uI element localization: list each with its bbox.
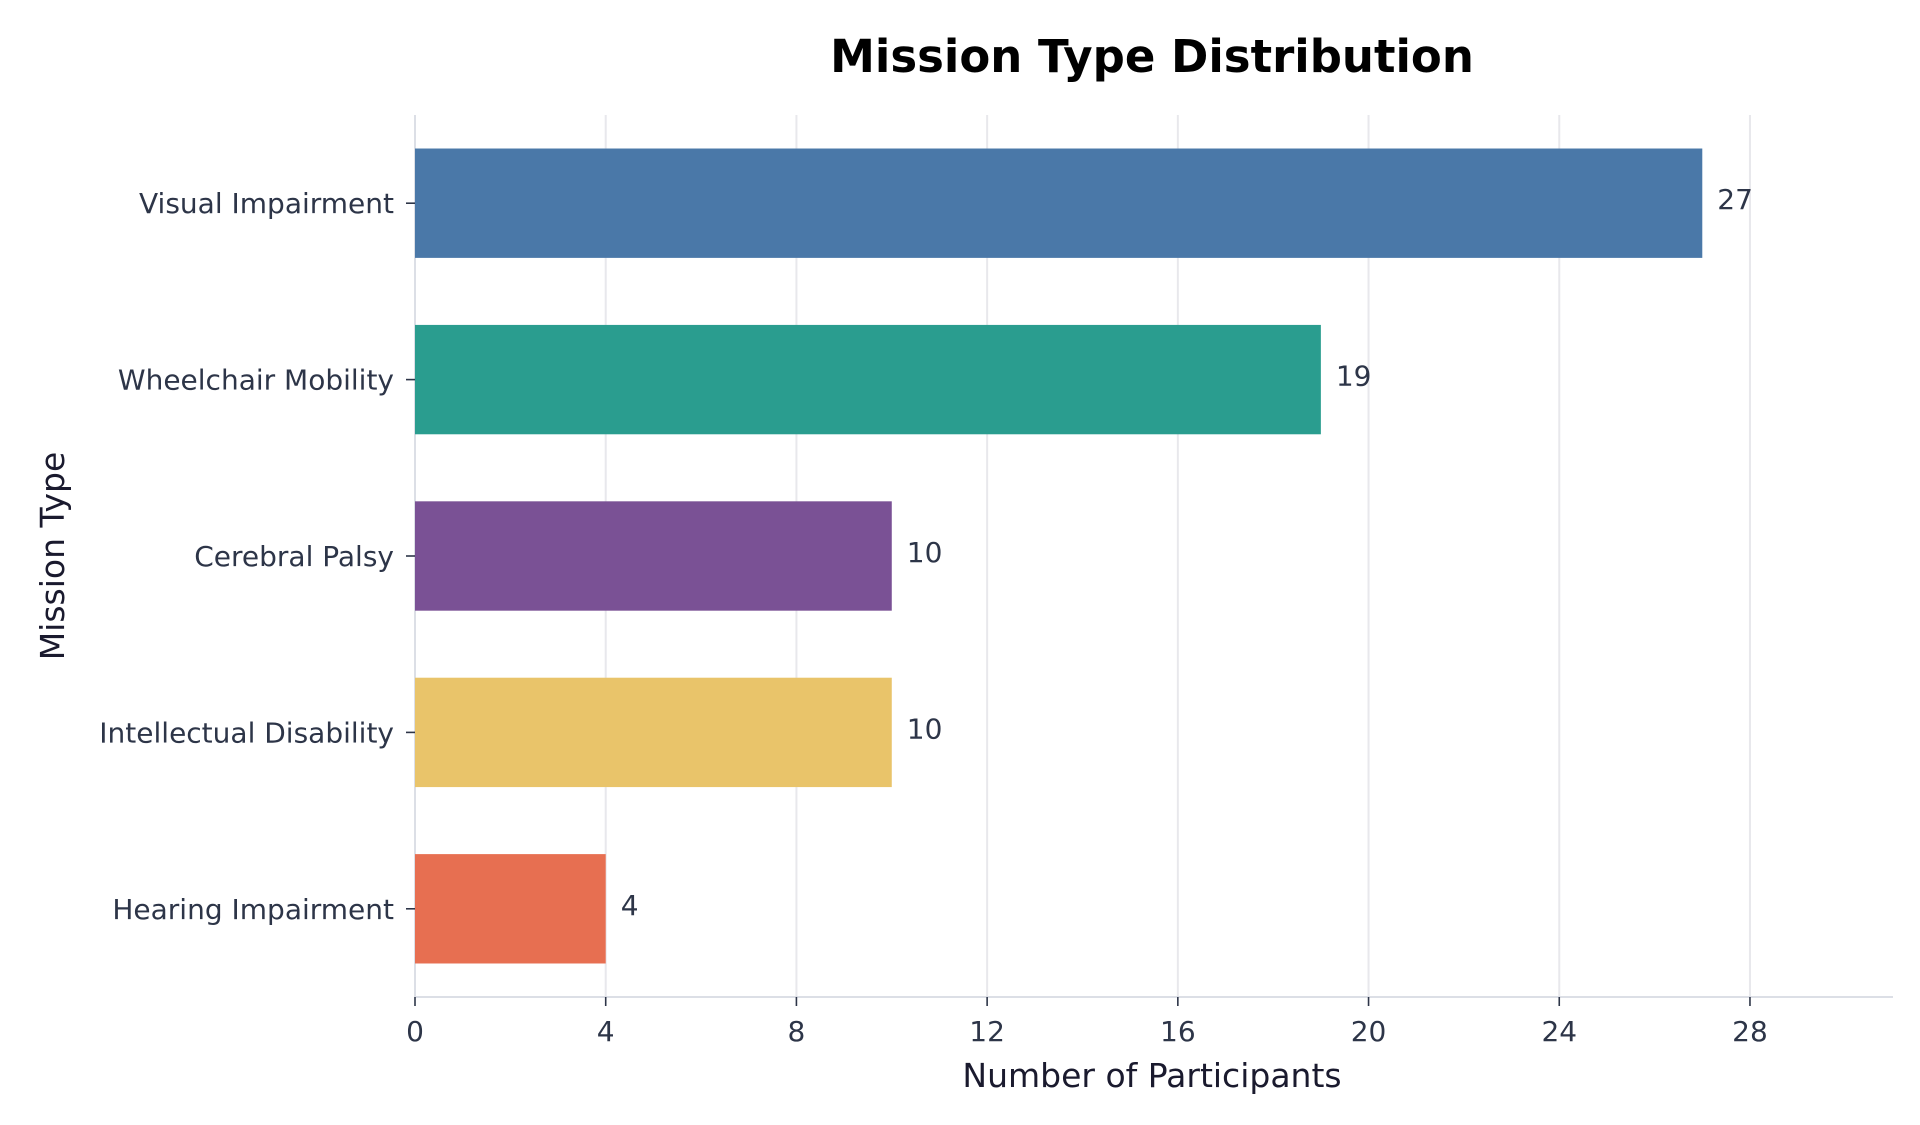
bar-wheelchair-mobility bbox=[415, 324, 1321, 435]
y-tick-label-1: Wheelchair Mobility bbox=[118, 364, 394, 397]
x-tick-label-7: 28 bbox=[1732, 1015, 1768, 1048]
data-label-4: 4 bbox=[621, 889, 639, 922]
bars bbox=[415, 148, 1703, 964]
x-tick-labels: 0 4 8 12 16 20 24 28 bbox=[406, 997, 1768, 1048]
y-tick-labels: Visual Impairment Wheelchair Mobility Cere… bbox=[99, 187, 415, 926]
x-tick-label-6: 24 bbox=[1541, 1015, 1577, 1048]
chart-title: Mission Type Distribution bbox=[830, 30, 1474, 83]
y-tick-label-4: Hearing Impairment bbox=[112, 893, 394, 926]
bar-intellectual-disability bbox=[415, 677, 892, 788]
bar-hearing-impairment bbox=[415, 854, 606, 964]
y-tick-label-0: Visual Impairment bbox=[139, 187, 394, 220]
data-label-3: 10 bbox=[907, 712, 943, 745]
x-axis-label: Number of Participants bbox=[962, 1056, 1341, 1095]
x-tick-label-4: 16 bbox=[1160, 1015, 1196, 1048]
bar-cerebral-palsy bbox=[415, 501, 892, 611]
x-tick-label-2: 8 bbox=[788, 1015, 806, 1048]
bar-visual-impairment bbox=[415, 148, 1703, 258]
data-label-2: 10 bbox=[907, 536, 943, 569]
y-tick-label-3: Intellectual Disability bbox=[99, 716, 394, 749]
data-labels: 27 19 10 10 4 bbox=[621, 183, 1753, 922]
y-tick-label-2: Cerebral Palsy bbox=[194, 540, 394, 573]
x-tick-label-3: 12 bbox=[969, 1015, 1005, 1048]
y-axis-label: Mission Type bbox=[33, 452, 72, 661]
x-tick-label-0: 0 bbox=[406, 1015, 424, 1048]
data-label-0: 27 bbox=[1717, 183, 1753, 216]
data-label-1: 19 bbox=[1336, 360, 1372, 393]
x-tick-label-1: 4 bbox=[597, 1015, 615, 1048]
x-tick-label-5: 20 bbox=[1351, 1015, 1387, 1048]
